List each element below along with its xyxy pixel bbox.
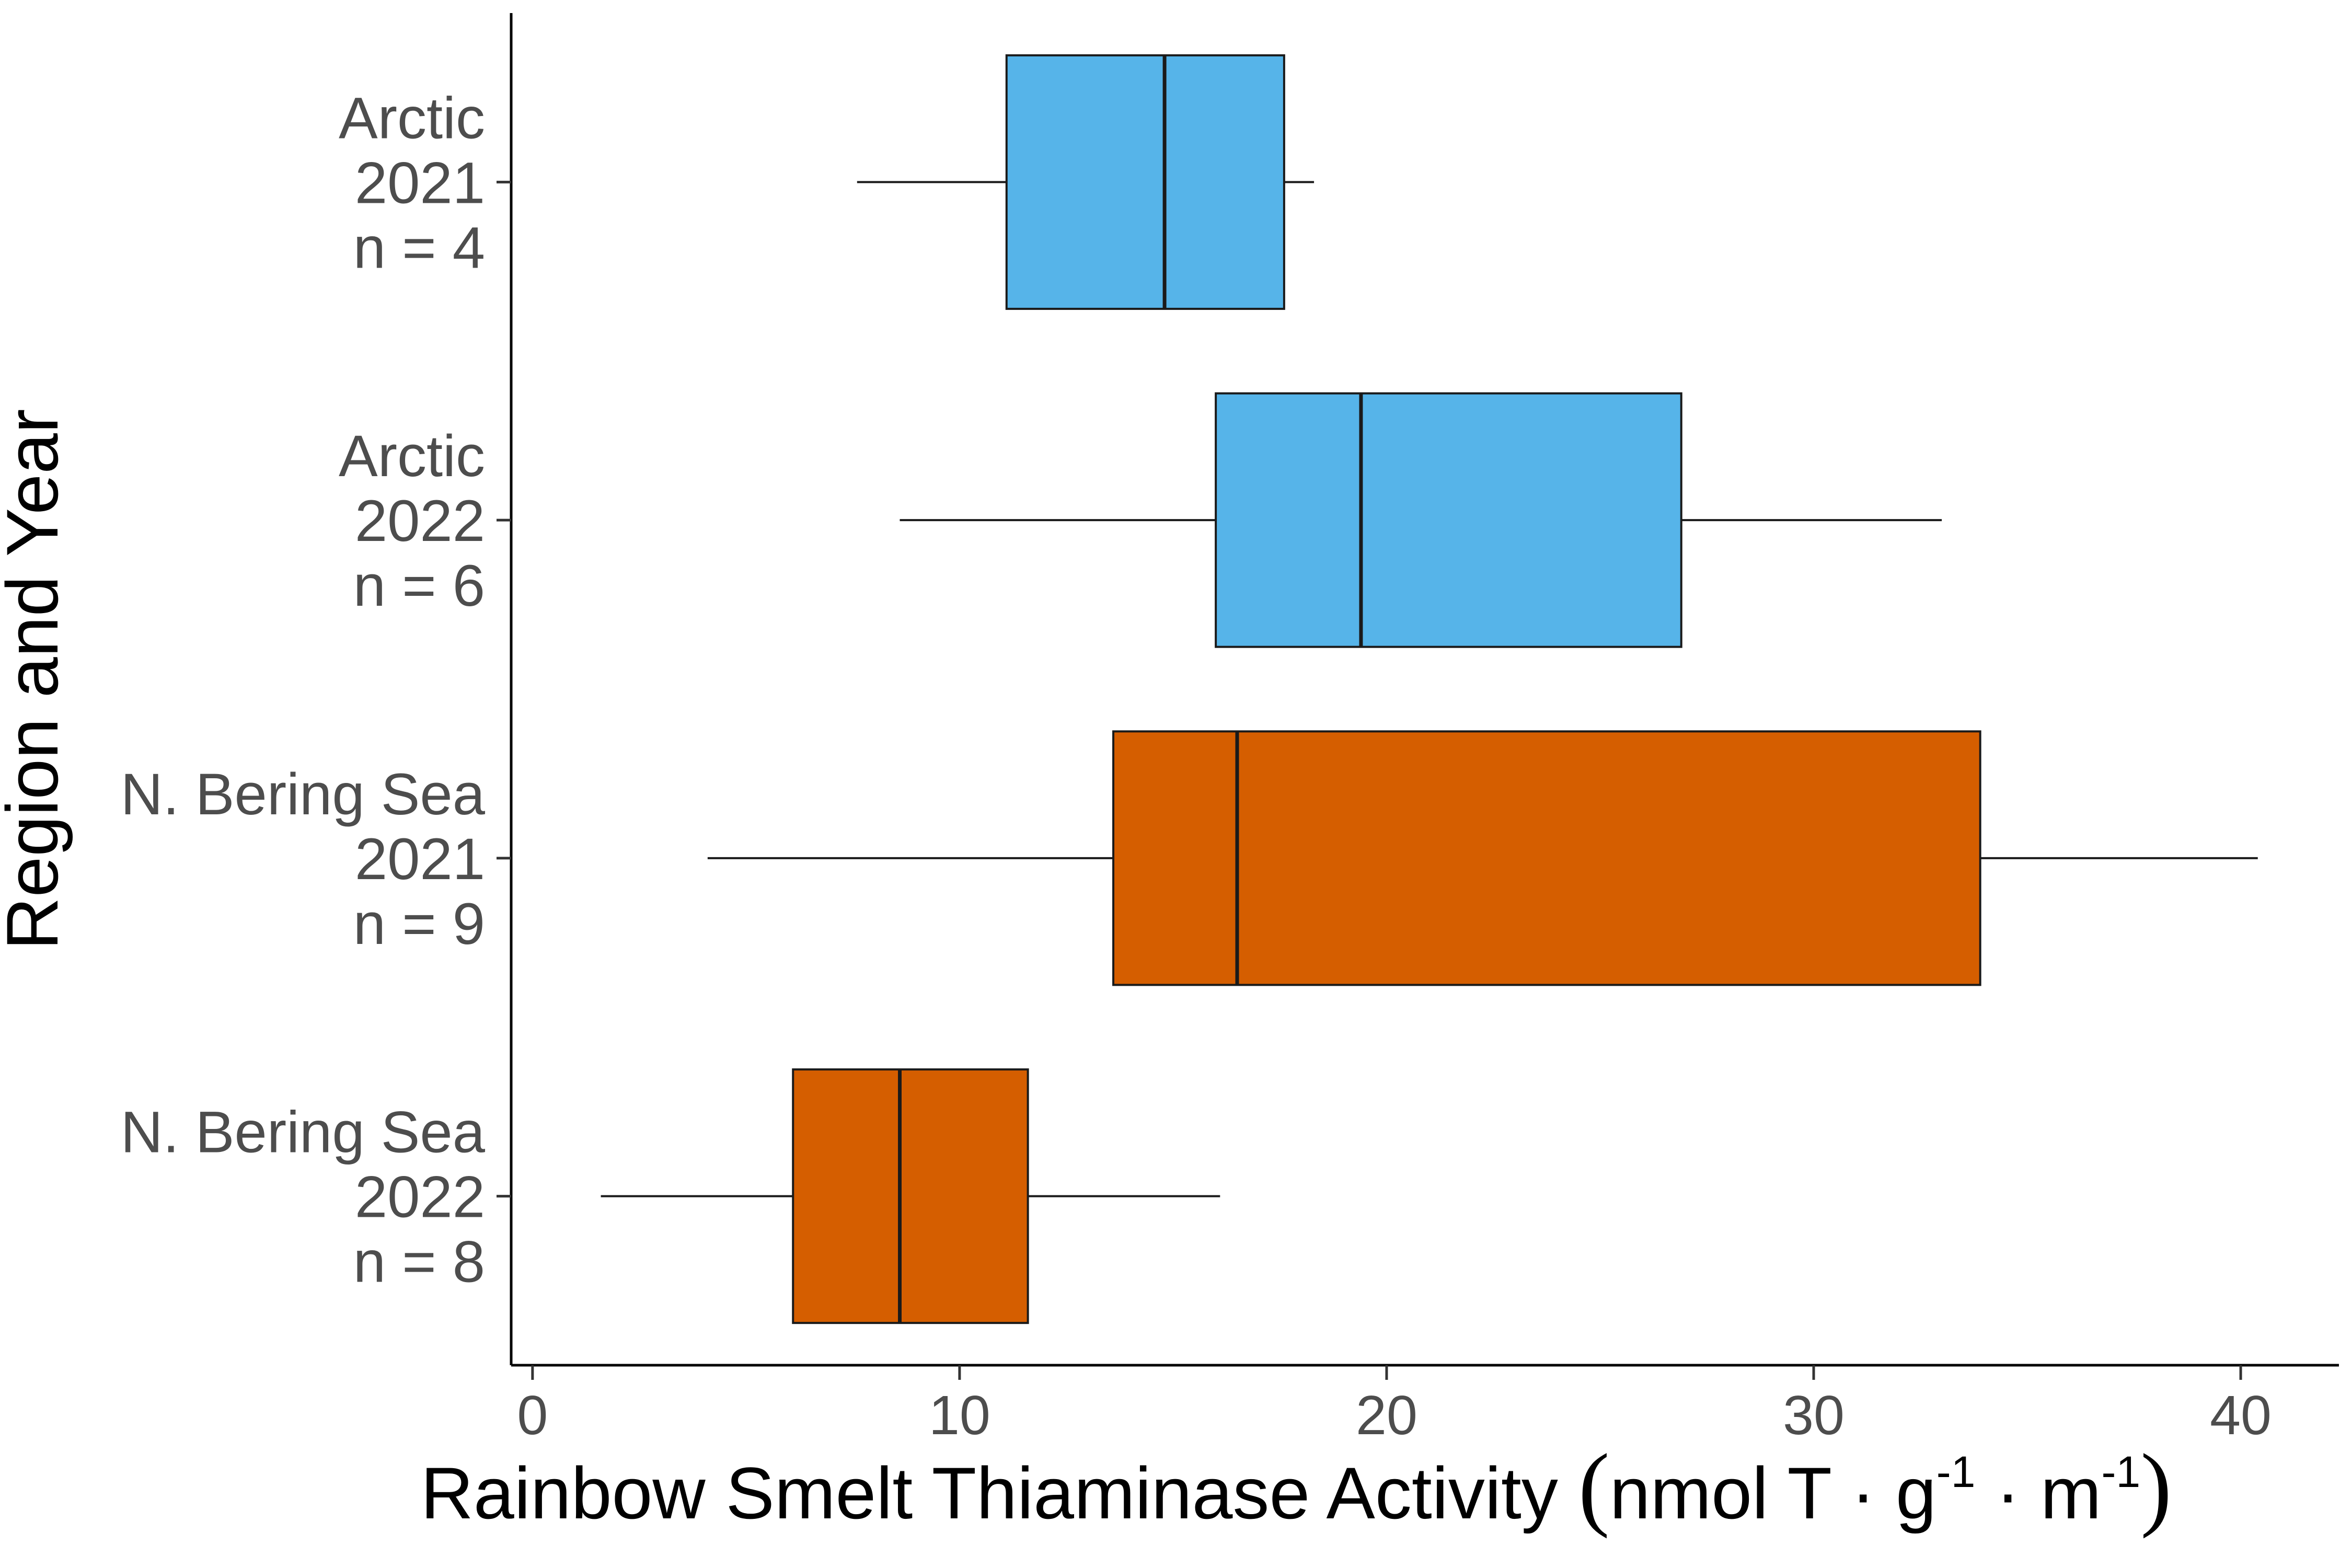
y-tick-label-line-2-1: 2021 bbox=[355, 826, 485, 892]
y-tick-label-line-0-1: 2021 bbox=[355, 150, 485, 215]
y-tick-label-line-3-2: n = 8 bbox=[353, 1229, 485, 1295]
plot-area bbox=[601, 54, 2258, 1324]
y-tick-label-line-1-2: n = 6 bbox=[353, 553, 485, 618]
x-axis-title-unit-a: nmol T · g bbox=[1610, 1452, 1936, 1534]
box-3 bbox=[792, 1068, 1029, 1324]
y-tick-label-2: N. Bering Sea 2021 n = 9 bbox=[121, 762, 486, 956]
y-tick-label-0: Arctic 2021 n = 4 bbox=[339, 85, 485, 280]
x-axis-title-unit-b: · m bbox=[1976, 1452, 2102, 1534]
x-tick-label-1: 10 bbox=[929, 1385, 990, 1446]
y-tick-label-1: Arctic 2022 n = 6 bbox=[339, 423, 485, 618]
y-tick-label-line-1-0: Arctic bbox=[339, 423, 485, 489]
axes bbox=[510, 13, 2339, 1367]
y-tick-label-line-3-1: 2022 bbox=[355, 1165, 485, 1230]
y-tick-label-line-2-2: n = 9 bbox=[353, 891, 485, 956]
box-0 bbox=[1005, 54, 1285, 310]
x-tick-label-4: 40 bbox=[2210, 1385, 2272, 1446]
box-group-3 bbox=[601, 1068, 1220, 1324]
x-axis-ticks: 0 10 20 30 40 bbox=[517, 1365, 2272, 1446]
x-tick-label-0: 0 bbox=[517, 1385, 548, 1446]
x-axis-title-close-paren: ) bbox=[2140, 1435, 2172, 1539]
y-tick-label-line-1-1: 2022 bbox=[355, 488, 485, 554]
x-axis-title-main: Rainbow Smelt Thiaminase Activity bbox=[421, 1452, 1578, 1534]
y-axis-title: Region and Year bbox=[0, 409, 73, 950]
y-tick-label-line-2-0: N. Bering Sea bbox=[121, 762, 486, 827]
x-axis-title: Rainbow Smelt Thiaminase Activity (nmol … bbox=[421, 1435, 2172, 1539]
box-group-2 bbox=[707, 730, 2258, 986]
box-group-0 bbox=[857, 54, 1315, 310]
x-axis-title-sup-b: -1 bbox=[2102, 1447, 2141, 1496]
x-axis-title-open-paren: ( bbox=[1578, 1435, 1610, 1539]
y-tick-label-line-0-0: Arctic bbox=[339, 85, 485, 151]
box-group-1 bbox=[900, 392, 1942, 648]
x-tick-label-3: 30 bbox=[1783, 1385, 1844, 1446]
box-1 bbox=[1215, 392, 1682, 648]
y-tick-label-3: N. Bering Sea 2022 n = 8 bbox=[121, 1100, 486, 1295]
y-tick-label-line-0-2: n = 4 bbox=[353, 215, 485, 280]
x-tick-label-2: 20 bbox=[1356, 1385, 1417, 1446]
x-axis-title-sup-a: -1 bbox=[1936, 1447, 1976, 1496]
y-tick-label-line-3-0: N. Bering Sea bbox=[121, 1100, 486, 1165]
box-2 bbox=[1112, 730, 1981, 986]
